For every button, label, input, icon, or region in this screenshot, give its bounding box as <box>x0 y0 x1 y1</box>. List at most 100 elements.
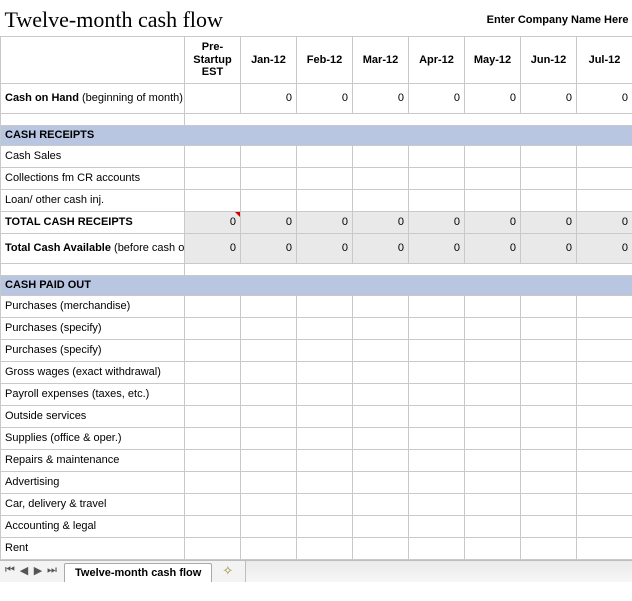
cell[interactable] <box>353 427 409 449</box>
cell[interactable] <box>241 317 297 339</box>
col-header[interactable]: Jan-12 <box>241 37 297 84</box>
cell[interactable] <box>409 471 465 493</box>
col-header[interactable]: Apr-12 <box>409 37 465 84</box>
cell[interactable] <box>353 471 409 493</box>
add-sheet-icon[interactable]: ✧ <box>216 563 239 579</box>
cell[interactable] <box>185 449 241 471</box>
cell[interactable]: 0 <box>409 233 465 263</box>
cell[interactable] <box>577 339 632 361</box>
cell[interactable] <box>241 145 297 167</box>
col-header[interactable]: May-12 <box>465 37 521 84</box>
cell[interactable]: 0 <box>241 83 297 113</box>
cell[interactable] <box>521 167 577 189</box>
cell[interactable] <box>297 189 353 211</box>
cell[interactable] <box>241 383 297 405</box>
cell[interactable] <box>465 339 521 361</box>
cell[interactable] <box>297 405 353 427</box>
cell[interactable]: 0 <box>353 233 409 263</box>
cell[interactable] <box>297 493 353 515</box>
cell[interactable] <box>409 449 465 471</box>
cell[interactable] <box>465 449 521 471</box>
cell[interactable] <box>521 405 577 427</box>
cell[interactable]: 0 <box>577 211 632 233</box>
cell[interactable] <box>465 405 521 427</box>
cell[interactable] <box>297 427 353 449</box>
cell[interactable] <box>577 189 632 211</box>
cell[interactable] <box>297 515 353 537</box>
cell[interactable] <box>409 145 465 167</box>
cell[interactable]: 0 <box>521 83 577 113</box>
cell[interactable]: 0 <box>297 83 353 113</box>
cell[interactable] <box>241 295 297 317</box>
cell[interactable] <box>521 361 577 383</box>
cell[interactable] <box>353 537 409 559</box>
cell[interactable] <box>465 383 521 405</box>
cell[interactable] <box>185 515 241 537</box>
cell[interactable] <box>409 493 465 515</box>
cell[interactable]: 0 <box>241 233 297 263</box>
cell[interactable] <box>353 515 409 537</box>
cell[interactable] <box>521 317 577 339</box>
cell[interactable] <box>297 145 353 167</box>
cell[interactable]: 0 <box>465 233 521 263</box>
cell[interactable] <box>577 515 632 537</box>
cell[interactable]: 0 <box>409 211 465 233</box>
sheet-tab-active[interactable]: Twelve-month cash flow <box>64 563 212 582</box>
cell[interactable] <box>521 515 577 537</box>
cell[interactable] <box>577 361 632 383</box>
cell[interactable] <box>297 383 353 405</box>
cell[interactable] <box>521 145 577 167</box>
cell[interactable] <box>409 405 465 427</box>
cell[interactable] <box>465 515 521 537</box>
cell[interactable] <box>577 145 632 167</box>
cell[interactable] <box>241 427 297 449</box>
cell[interactable] <box>465 295 521 317</box>
cell[interactable] <box>409 189 465 211</box>
next-sheet-icon[interactable]: ▶ <box>32 564 44 578</box>
cell[interactable] <box>353 145 409 167</box>
cell[interactable] <box>241 167 297 189</box>
cell[interactable]: 0 <box>185 211 241 233</box>
cell[interactable] <box>465 317 521 339</box>
cell[interactable] <box>577 317 632 339</box>
cell[interactable] <box>409 317 465 339</box>
company-name-field[interactable]: Enter Company Name Here <box>409 4 632 37</box>
cell[interactable] <box>577 427 632 449</box>
cell[interactable] <box>185 167 241 189</box>
cell[interactable]: 0 <box>465 211 521 233</box>
cell[interactable] <box>241 515 297 537</box>
cell[interactable] <box>185 493 241 515</box>
cell[interactable]: 0 <box>185 233 241 263</box>
cell[interactable] <box>241 493 297 515</box>
cell[interactable] <box>353 449 409 471</box>
cell[interactable] <box>185 145 241 167</box>
cell[interactable] <box>409 515 465 537</box>
cell[interactable] <box>185 295 241 317</box>
col-header[interactable]: Feb-12 <box>297 37 353 84</box>
cell[interactable] <box>577 405 632 427</box>
cell[interactable] <box>521 493 577 515</box>
cell[interactable] <box>465 471 521 493</box>
cell[interactable] <box>353 383 409 405</box>
cell[interactable] <box>353 295 409 317</box>
cell[interactable] <box>297 339 353 361</box>
cell[interactable] <box>465 427 521 449</box>
cell[interactable] <box>521 383 577 405</box>
cell[interactable]: 0 <box>577 233 632 263</box>
cell[interactable] <box>409 361 465 383</box>
cell[interactable] <box>241 361 297 383</box>
cell[interactable] <box>409 295 465 317</box>
cell[interactable] <box>465 361 521 383</box>
cell[interactable] <box>185 427 241 449</box>
col-header[interactable]: Jul-12 <box>577 37 632 84</box>
cell[interactable] <box>185 405 241 427</box>
cell[interactable] <box>241 471 297 493</box>
cell[interactable] <box>465 537 521 559</box>
cell[interactable] <box>241 537 297 559</box>
cell[interactable] <box>465 189 521 211</box>
cell[interactable]: 0 <box>297 233 353 263</box>
cell[interactable] <box>353 317 409 339</box>
col-header[interactable]: Mar-12 <box>353 37 409 84</box>
cell[interactable] <box>409 339 465 361</box>
cell[interactable] <box>521 449 577 471</box>
